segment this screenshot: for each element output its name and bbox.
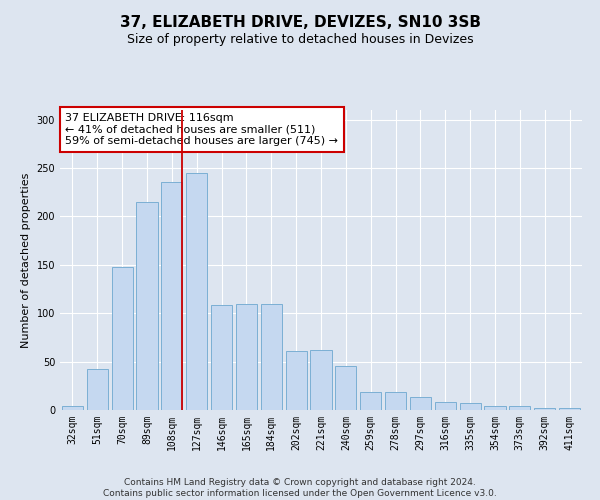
Text: 37, ELIZABETH DRIVE, DEVIZES, SN10 3SB: 37, ELIZABETH DRIVE, DEVIZES, SN10 3SB (119, 15, 481, 30)
Bar (360, 392, 381, 410)
Text: Size of property relative to detached houses in Devizes: Size of property relative to detached ho… (127, 32, 473, 46)
Bar (460, 403, 481, 410)
Bar (509, 406, 530, 410)
Bar (62, 406, 83, 410)
Bar (435, 402, 456, 410)
Text: 37 ELIZABETH DRIVE: 116sqm
← 41% of detached houses are smaller (511)
59% of sem: 37 ELIZABETH DRIVE: 116sqm ← 41% of deta… (65, 113, 338, 146)
Bar (136, 202, 158, 410)
Y-axis label: Number of detached properties: Number of detached properties (21, 172, 31, 348)
Bar (87, 370, 108, 410)
Bar (410, 398, 431, 410)
Bar (161, 182, 182, 410)
Bar (310, 350, 332, 410)
Bar (484, 406, 506, 410)
Bar (236, 304, 257, 410)
Bar (559, 408, 580, 410)
Bar (385, 392, 406, 410)
Text: Contains HM Land Registry data © Crown copyright and database right 2024.
Contai: Contains HM Land Registry data © Crown c… (103, 478, 497, 498)
Bar (186, 173, 207, 410)
Bar (112, 267, 133, 410)
Bar (261, 304, 282, 410)
Bar (211, 304, 232, 410)
Bar (335, 366, 356, 410)
Bar (534, 408, 555, 410)
Bar (286, 351, 307, 410)
